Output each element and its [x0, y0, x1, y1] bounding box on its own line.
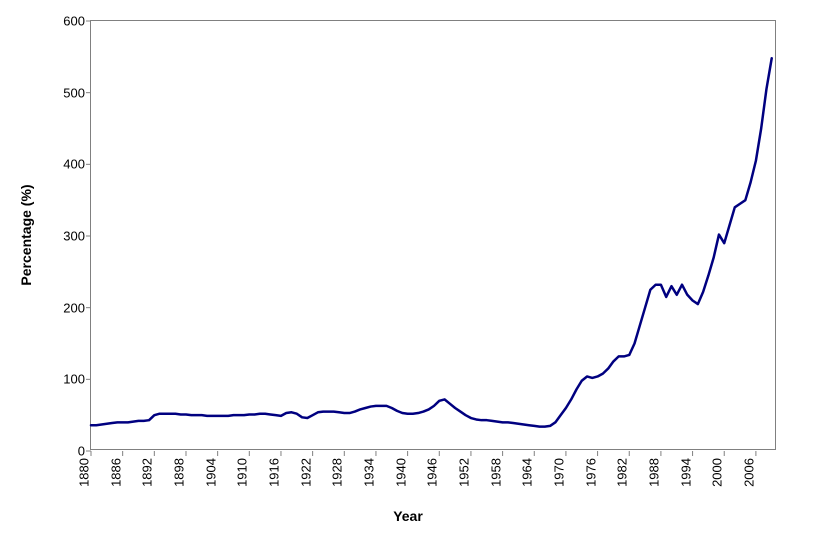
x-tick-label: 1988 — [646, 458, 661, 487]
y-tick-label: 100 — [63, 372, 85, 387]
x-tick-label: 1916 — [267, 458, 282, 487]
x-tick-label: 1886 — [108, 458, 123, 487]
y-tick-label: 200 — [63, 300, 85, 315]
line-chart: Percentage (%) Year 01002003004005006001… — [0, 0, 816, 541]
y-tick-label: 400 — [63, 157, 85, 172]
x-tick-label: 1982 — [615, 458, 630, 487]
x-tick-label: 1892 — [140, 458, 155, 487]
y-tick-label: 300 — [63, 229, 85, 244]
x-tick-label: 1880 — [77, 458, 92, 487]
x-tick-label: 1910 — [235, 458, 250, 487]
x-tick-label: 1964 — [520, 458, 535, 487]
x-tick-label: 1994 — [678, 458, 693, 487]
x-tick-label: 1934 — [361, 458, 376, 487]
x-tick-label: 1922 — [298, 458, 313, 487]
x-tick-label: 1946 — [425, 458, 440, 487]
y-tick-label: 600 — [63, 14, 85, 29]
x-tick-label: 1898 — [172, 458, 187, 487]
x-tick-label: 2000 — [710, 458, 725, 487]
x-tick-label: 1970 — [551, 458, 566, 487]
x-axis-title: Year — [393, 508, 423, 524]
series-line — [91, 58, 772, 426]
y-axis-title: Percentage (%) — [18, 184, 34, 285]
y-tick-label: 500 — [63, 85, 85, 100]
y-tick-label: 0 — [78, 444, 85, 459]
plot-svg — [91, 21, 777, 451]
x-tick-label: 1958 — [488, 458, 503, 487]
x-tick-label: 1976 — [583, 458, 598, 487]
x-tick-label: 1928 — [330, 458, 345, 487]
plot-area: 0100200300400500600188018861892189819041… — [90, 20, 776, 450]
x-tick-label: 1904 — [203, 458, 218, 487]
x-tick-label: 2006 — [741, 458, 756, 487]
x-tick-label: 1952 — [456, 458, 471, 487]
x-tick-label: 1940 — [393, 458, 408, 487]
